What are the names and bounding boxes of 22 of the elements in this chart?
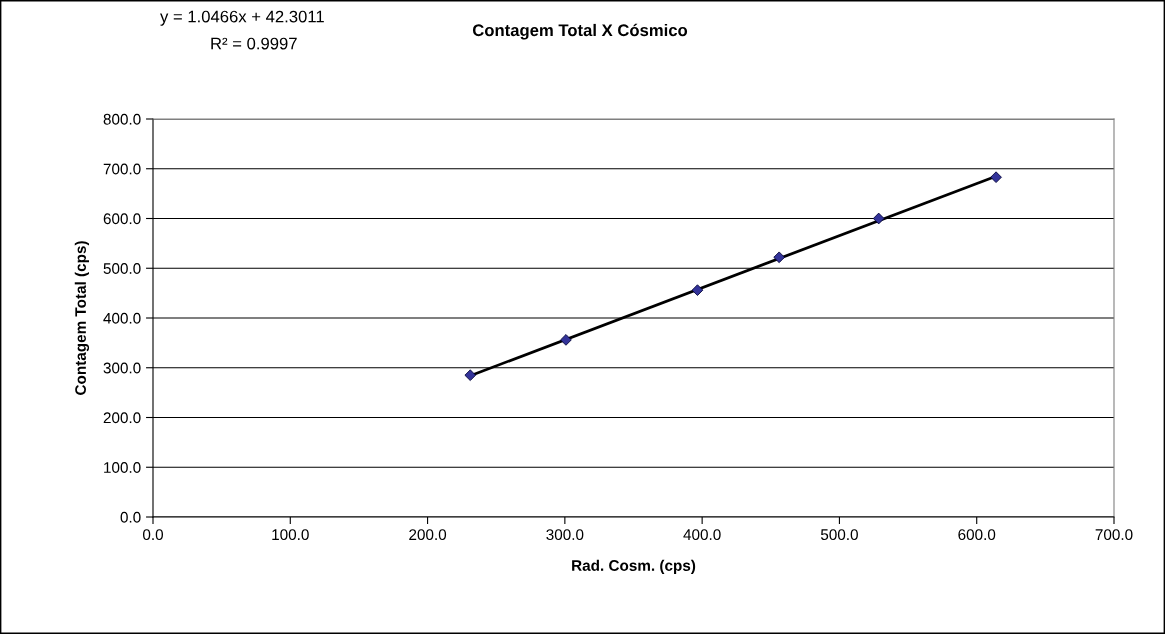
- x-tick-label: 300.0: [546, 529, 584, 541]
- x-tick-label: 0.0: [142, 529, 164, 541]
- y-tick-label: 0.0: [120, 511, 141, 523]
- text: R² = 0.9997: [211, 37, 297, 50]
- chart-title: Contagem Total X Cósmico: [472, 23, 688, 40]
- y-tick-label: 300.0: [103, 362, 141, 374]
- y-tick-label: 500.0: [103, 263, 141, 274]
- y-tick-label: 200.0: [103, 412, 141, 424]
- x-tick-label: 700.0: [1095, 529, 1133, 541]
- x-tick-label: 400.0: [683, 529, 721, 541]
- x-tick-label: 200.0: [409, 529, 447, 541]
- y-axis-title: Contagem Total (cps): [74, 241, 90, 395]
- x-tick-label: 500.0: [820, 529, 858, 541]
- y-tick-label: 700.0: [103, 163, 141, 175]
- text: y = 1.0466x + 42.3011: [160, 10, 324, 26]
- x-axis-title: Rad. Cosm. (cps): [572, 559, 696, 574]
- x-tick-label: 600.0: [958, 529, 996, 541]
- y-tick-label: 400.0: [103, 312, 141, 324]
- y-tick-label: 800.0: [103, 113, 141, 125]
- x-tick-label: 100.0: [272, 529, 309, 541]
- y-tick-label: 600.0: [103, 213, 141, 225]
- y-tick-label: 100.0: [104, 462, 141, 473]
